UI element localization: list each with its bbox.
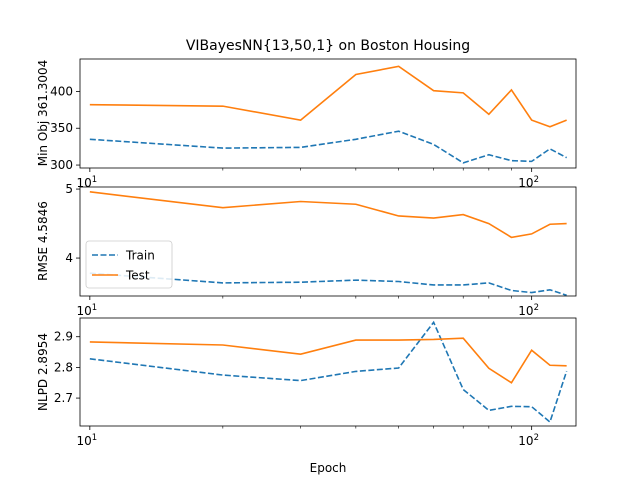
axes-frame xyxy=(79,317,577,427)
series-line-train xyxy=(89,130,568,164)
axes-frame xyxy=(79,58,577,169)
y-axis-label: NLPD 2.8954 xyxy=(36,333,50,411)
x-tick-label: 102 xyxy=(518,175,539,190)
y-axis-label: RMSE 4.5846 xyxy=(36,201,50,281)
x-tick-label: 102 xyxy=(518,303,539,318)
y-tick-label: 350 xyxy=(50,121,73,135)
y-tick-label: 400 xyxy=(50,84,73,98)
x-tick-label: 101 xyxy=(76,175,97,190)
series-line-train xyxy=(89,320,568,424)
y-tick-label: 2.7 xyxy=(54,391,73,405)
y-tick-label: 2.8 xyxy=(54,360,73,374)
y-tick-label: 5 xyxy=(65,182,73,196)
x-tick-label: 102 xyxy=(518,433,539,448)
series-line-train xyxy=(89,272,567,297)
y-tick-label: 4 xyxy=(65,251,73,265)
x-tick-label: 101 xyxy=(76,433,97,448)
axes-frame xyxy=(79,186,577,297)
legend-label-train: Train xyxy=(125,249,155,263)
legend-label-test: Test xyxy=(125,269,150,283)
panel-rmse: 4 5 101 102 RMSE 4.5846 Train Test xyxy=(36,182,577,318)
series-line-test xyxy=(89,65,567,128)
y-tick-label: 300 xyxy=(50,158,73,172)
legend: Train Test xyxy=(85,240,173,289)
series-line-test xyxy=(89,337,567,384)
y-axis-label: Min Obj 361.3004 xyxy=(36,60,50,167)
x-axis-label: Epoch xyxy=(310,461,347,475)
x-tick-label: 101 xyxy=(76,303,97,318)
chart-title: VIBayesNN{13,50,1} on Boston Housing xyxy=(186,38,470,54)
legend-box xyxy=(85,240,173,289)
series-line-test xyxy=(89,191,567,239)
panel-min-obj: 300 350 400 101 102 Min Obj 361.3004 xyxy=(36,58,577,190)
panel-nlpd: 2.7 2.8 2.9 101 102 NLPD 2.8954 xyxy=(36,317,577,448)
y-tick-label: 2.9 xyxy=(54,330,73,344)
